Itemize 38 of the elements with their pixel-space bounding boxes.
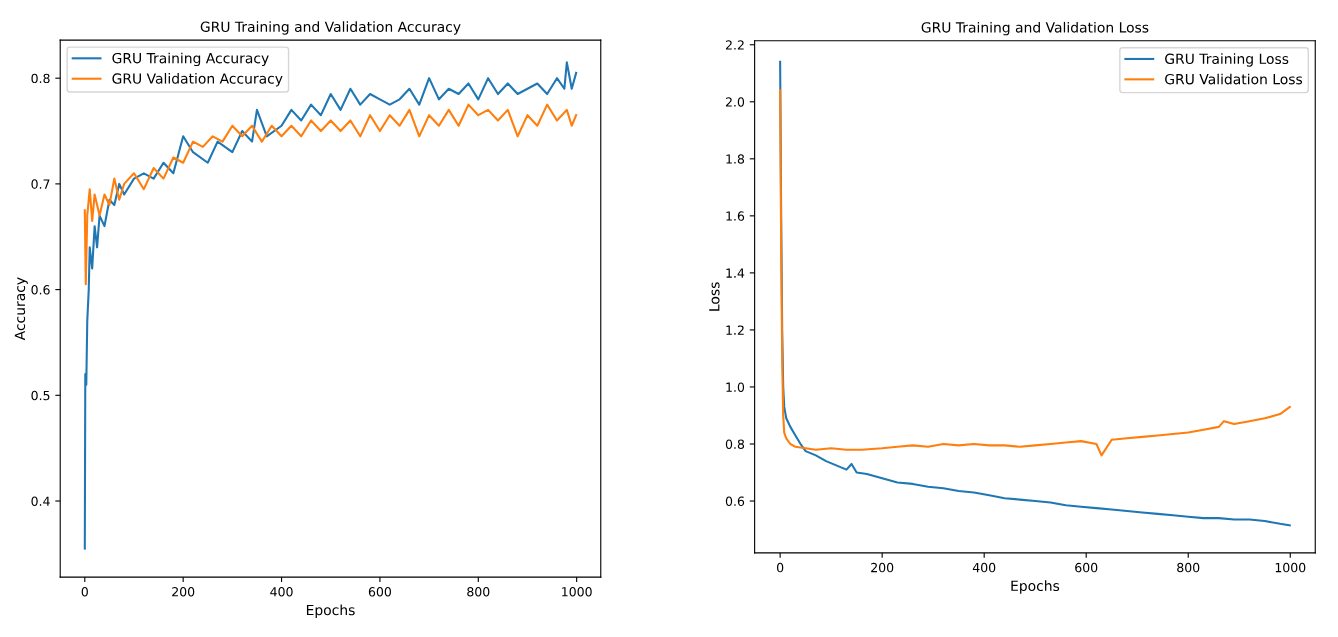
y-tick-label: 1.2 — [726, 325, 744, 335]
chart-title: GRU Training and Validation Accuracy — [200, 21, 461, 35]
x-tick-label: 1000 — [562, 587, 592, 597]
legend-label: GRU Validation Accuracy — [112, 73, 283, 87]
y-tick-label: 0.6 — [725, 496, 745, 506]
y-tick-label: 0.6 — [31, 285, 50, 295]
x-tick-label: 400 — [270, 587, 293, 597]
x-axis-title: Epochs — [306, 604, 355, 618]
legend-label: GRU Training Accuracy — [112, 52, 269, 67]
x-tick-label: 600 — [368, 587, 392, 597]
line-series — [779, 89, 1291, 457]
y-tick-label: 0.7 — [31, 179, 50, 189]
y-tick-label: 0.8 — [31, 73, 50, 84]
x-axis-title: Epochs — [1011, 580, 1060, 594]
x-tick-label: 400 — [972, 562, 996, 573]
y-tick-label: 0.4 — [31, 496, 50, 506]
x-tick-label: 800 — [1177, 562, 1200, 573]
y-tick-label: 1.4 — [726, 268, 745, 278]
y-tick-label: 2.0 — [725, 97, 745, 107]
line-series — [83, 103, 578, 286]
x-tick-label: 200 — [871, 562, 894, 573]
y-tick-label: 0.8 — [725, 439, 745, 449]
chart-title: GRU Training and Validation Loss — [921, 21, 1149, 36]
y-axis-title: Loss — [709, 282, 720, 311]
x-tick-label: 0 — [776, 562, 784, 573]
x-tick-label: 1000 — [1275, 562, 1306, 573]
legend-label: GRU Validation Loss — [1165, 73, 1303, 85]
y-axis-title: Accuracy — [14, 277, 28, 341]
x-tick-label: 600 — [1075, 562, 1098, 573]
y-tick-label: 0.5 — [31, 390, 50, 401]
x-tick-label: 200 — [172, 587, 195, 597]
y-tick-label: 1.0 — [726, 382, 745, 392]
y-tick-label: 1.6 — [726, 211, 745, 221]
legend-label: GRU Training Loss — [1165, 53, 1289, 67]
x-tick-label: 800 — [467, 587, 490, 597]
x-tick-label: 0 — [81, 587, 88, 597]
y-tick-label: 2.2 — [725, 40, 744, 50]
y-tick-label: 1.8 — [726, 154, 745, 164]
